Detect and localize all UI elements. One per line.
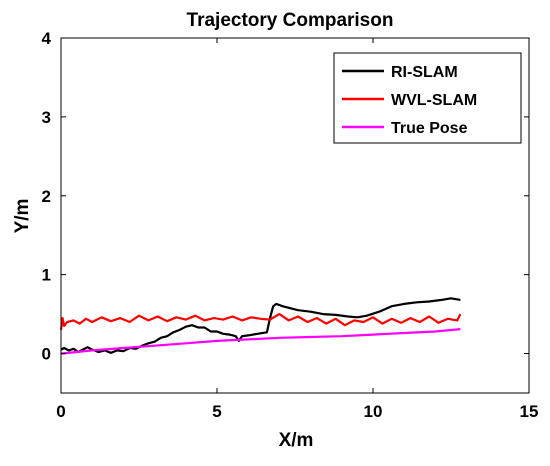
x-axis-ticks: 0 5 10 15 <box>56 38 538 421</box>
series-line-3 <box>60 328 461 355</box>
plot-lines <box>59 297 462 355</box>
series-line-1 <box>60 297 461 354</box>
legend-label: WVL-SLAM <box>391 92 477 109</box>
legend: RI-SLAM WVL-SLAM True Pose <box>333 52 522 144</box>
axes-frame <box>60 37 530 394</box>
y-tick-label: 3 <box>42 108 51 127</box>
y-tick-label: 1 <box>42 266 51 285</box>
x-tick-label: 5 <box>212 402 221 421</box>
x-tick-label: 15 <box>520 402 539 421</box>
plot-area-border <box>60 37 530 394</box>
series-line-2 <box>59 313 462 331</box>
y-tick-label: 4 <box>42 29 52 48</box>
y-axis-ticks: 0 1 2 3 4 <box>42 29 529 364</box>
y-axis-label: Y/m <box>12 199 33 234</box>
y-tick-label: 0 <box>42 345 51 364</box>
chart-title: Trajectory Comparison <box>187 10 394 31</box>
legend-label: RI-SLAM <box>391 64 458 81</box>
legend-label: True Pose <box>391 120 468 137</box>
x-tick-label: 10 <box>364 402 383 421</box>
x-axis-label: X/m <box>279 430 314 451</box>
x-tick-label: 0 <box>56 402 65 421</box>
y-tick-label: 2 <box>42 187 51 206</box>
